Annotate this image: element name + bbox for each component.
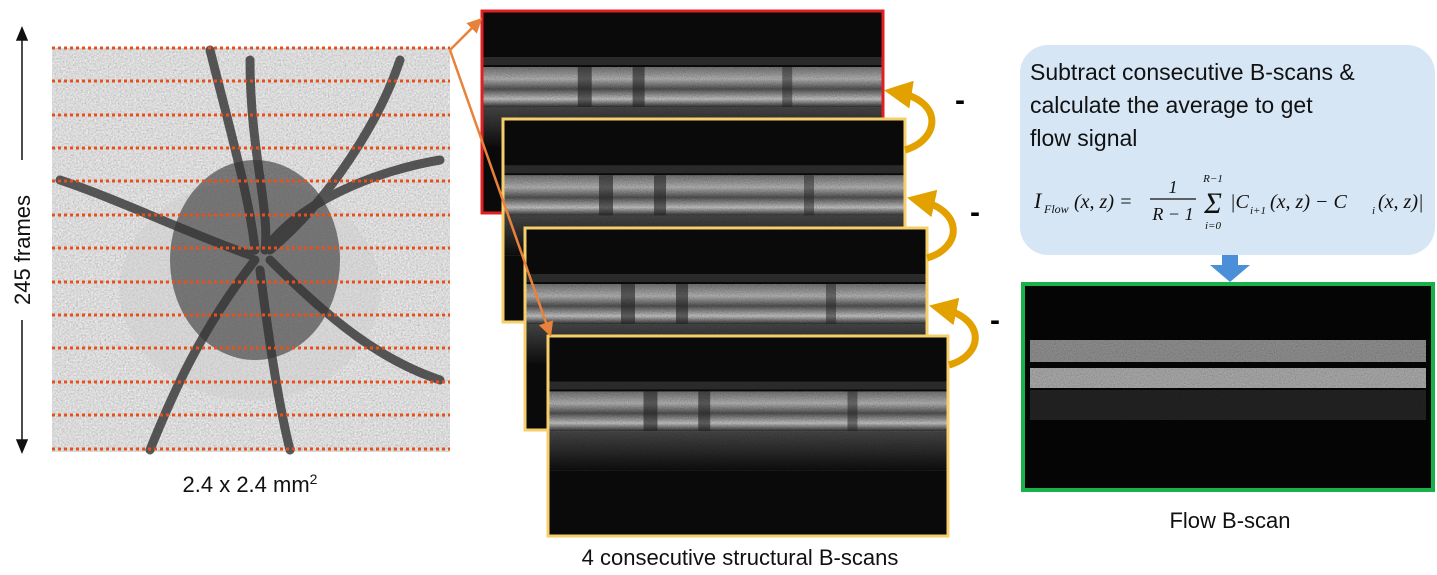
process-box xyxy=(1020,45,1435,255)
svg-text:(x, z)|: (x, z)| xyxy=(1378,191,1423,213)
svg-text:I: I xyxy=(1033,188,1043,213)
svg-text:Σ: Σ xyxy=(1203,187,1222,220)
box-line: calculate the average to get xyxy=(1030,92,1313,118)
size-label: 2.4 x 2.4 mm2 xyxy=(183,471,318,497)
frames-arrow xyxy=(15,26,29,454)
svg-text:(x, z) =: (x, z) = xyxy=(1074,191,1132,213)
down-arrow xyxy=(1210,255,1250,282)
bscan-stack xyxy=(480,9,950,538)
minus-sign: - xyxy=(990,304,1000,337)
bscans-caption: 4 consecutive structural B-scans xyxy=(582,545,899,570)
fundus-image xyxy=(52,45,450,455)
svg-text:1: 1 xyxy=(1169,177,1178,197)
box-line: Subtract consecutive B-scans & xyxy=(1030,59,1355,85)
frames-label: 245 frames xyxy=(10,195,35,305)
svg-text:Flow: Flow xyxy=(1043,202,1069,216)
svg-text:i+1: i+1 xyxy=(1250,205,1266,217)
formula: I Flow (x, z) = 1 R − 1 Σ R−1 i=0 |C i+1… xyxy=(1033,173,1423,232)
svg-text:(x, z) − C: (x, z) − C xyxy=(1270,191,1347,213)
flow-bscan xyxy=(1021,282,1435,492)
flow-caption: Flow B-scan xyxy=(1169,508,1290,533)
svg-text:R−1: R−1 xyxy=(1202,173,1223,185)
minus-sign: - xyxy=(970,196,980,229)
box-line: flow signal xyxy=(1030,125,1137,151)
svg-text:R − 1: R − 1 xyxy=(1151,204,1193,224)
scan-arrows xyxy=(448,17,554,337)
minus-sign: - xyxy=(955,84,965,117)
svg-text:i: i xyxy=(1372,205,1375,217)
svg-text:i=0: i=0 xyxy=(1205,220,1221,232)
curved-arrows xyxy=(883,80,979,369)
svg-text:|C: |C xyxy=(1230,191,1249,213)
